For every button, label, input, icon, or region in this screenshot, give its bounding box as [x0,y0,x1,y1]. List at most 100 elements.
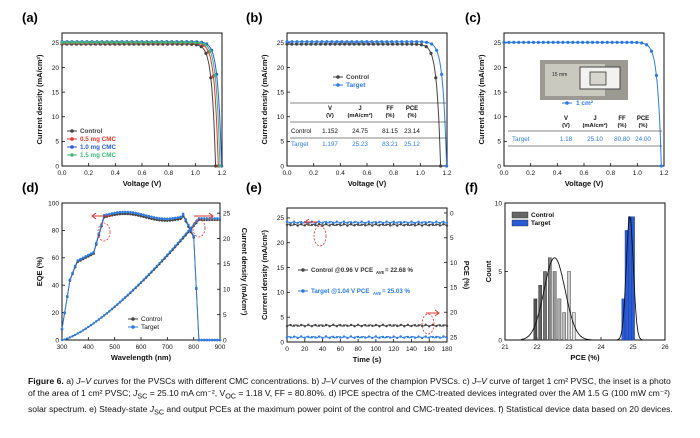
y-tick-label-f: 5 [498,269,502,276]
table-cell-b: 23.14 [404,128,420,135]
data-point-b-1 [445,164,449,168]
data-point-b-0 [410,42,414,46]
data-point-b-1 [400,40,404,44]
x-tick-label-e: 80 [354,346,362,353]
table-cell-b: Control [291,128,311,135]
data-point-a-3 [60,40,64,44]
y2-tick-label-e: 25 [450,334,458,341]
x-tick-label-e: 0 [285,346,289,353]
x-tick-label-d: 400 [83,344,94,351]
data-point-b-1 [320,40,324,44]
x-tick-label-f: 22 [533,344,541,351]
x-tick-label-c: 1.2 [659,170,668,177]
y2-axis-label-e: PCE (%) [462,261,471,290]
data-point-a-3 [198,41,202,45]
data-point-a-0 [214,164,218,168]
table-header-unit-b-0: (V) [326,113,334,119]
data-point-b-1 [290,40,294,44]
table-cell-c: 1.18 [560,136,573,143]
y-tick-label-e: 5 [280,314,284,321]
data-point-c-0 [571,40,575,44]
data-point-b-1 [385,40,389,44]
y-tick-label-e: 10 [277,290,285,297]
table-header-b-0: V [328,106,332,112]
data-point-a-3 [80,40,84,44]
caption-segment: a) [63,376,77,386]
table-cell-b: 25.23 [352,141,368,148]
legend-label-b-0: Control [346,74,369,81]
data-point-c-0 [561,40,565,44]
caption-segment: J [133,388,138,399]
y-tick-label-a: 0 [55,163,59,170]
data-point-b-1 [390,40,394,44]
data-point-a-3 [164,40,168,44]
x-axis-label-a: Voltage (V) [123,179,162,188]
data-point-c-0 [546,40,550,44]
y-tick-label-c: 5 [497,139,501,146]
y-tick-label-c: 20 [494,65,502,72]
y-tick-label-c: 25 [494,40,502,47]
table-cell-b: Target [291,141,309,148]
y-tick-label-d: 20 [52,310,60,317]
data-point-b-1 [370,40,374,44]
legend-label-d-0: Control [141,316,163,323]
data-point-a-3 [119,40,123,44]
table-header-unit-c-3: (%) [638,123,647,129]
data-point-b-1 [310,40,314,44]
x-tick-label-c: 1.0 [633,170,642,177]
table-cell-b: 1.152 [322,128,338,135]
table-cell-b: 24.75 [352,128,368,135]
legend-marker-d-1 [131,325,135,329]
x-tick-label-e: 20 [301,346,309,353]
data-point-c-0 [581,40,585,44]
data-point-c-0 [536,40,541,44]
series-line-e-0 [286,223,448,227]
data-point-a-3 [188,40,192,45]
caption-segment: J–V [472,376,487,386]
table-header-b-2: FF [386,106,394,112]
legend-label-a-0: Control [80,128,103,135]
data-point-c-0 [615,40,619,44]
x-tick-label-d: 600 [136,344,147,351]
data-point-b-0 [290,42,294,46]
y-tick-label-e: 25 [277,215,285,222]
legend-marker-b-0 [336,75,340,79]
y-axis-label-a: Current density (mA/cm²) [35,54,44,145]
x-tick-label-a: 0.0 [57,170,66,177]
y-axis-label-d: EQE (%) [35,256,44,286]
data-point-b-0 [434,76,438,80]
data-point-b-1 [325,40,329,44]
table-header-c-1: J [593,116,596,122]
data-point-c-0 [605,40,609,44]
data-point-c-0 [502,40,506,44]
data-point-b-1 [295,40,299,44]
y2-tick-label-e: 5 [450,235,454,242]
y-axis-label-b: Current density (mA/cm²) [260,54,269,145]
x-tick-label-b: 1.2 [442,170,451,177]
y-tick-label-b: 5 [280,139,284,146]
table-header-b-3: PCE [406,106,418,112]
x-tick-label-e: 60 [337,346,345,353]
table-header-unit-b-2: (%) [385,113,394,119]
x-tick-label-f: 24 [597,344,605,351]
table-cell-b: 81.15 [382,128,398,135]
x-tick-label-d: 500 [109,344,120,351]
y-tick-label-b: 25 [277,40,285,47]
annotation-ellipse-e [313,225,327,247]
data-point-a-3 [70,40,74,44]
data-point-b-1 [430,42,434,46]
annotation-text-e: = 22.68 % [385,267,414,274]
data-point-c-0 [630,40,634,45]
annotation-ellipse-d [97,222,111,242]
x-tick-label-e: 140 [406,346,417,353]
data-point-a-3 [99,40,104,44]
caption-segment: and output PCEs at the maximum power poi… [164,404,673,415]
bar-f-target [631,216,635,341]
data-point-c-0 [517,40,521,44]
caption-segment: SC [154,408,165,417]
y-tick-label-f: 10 [495,200,503,207]
data-point-a-0 [209,76,213,80]
data-point-b-0 [357,42,361,46]
data-point-c-0 [654,73,659,78]
